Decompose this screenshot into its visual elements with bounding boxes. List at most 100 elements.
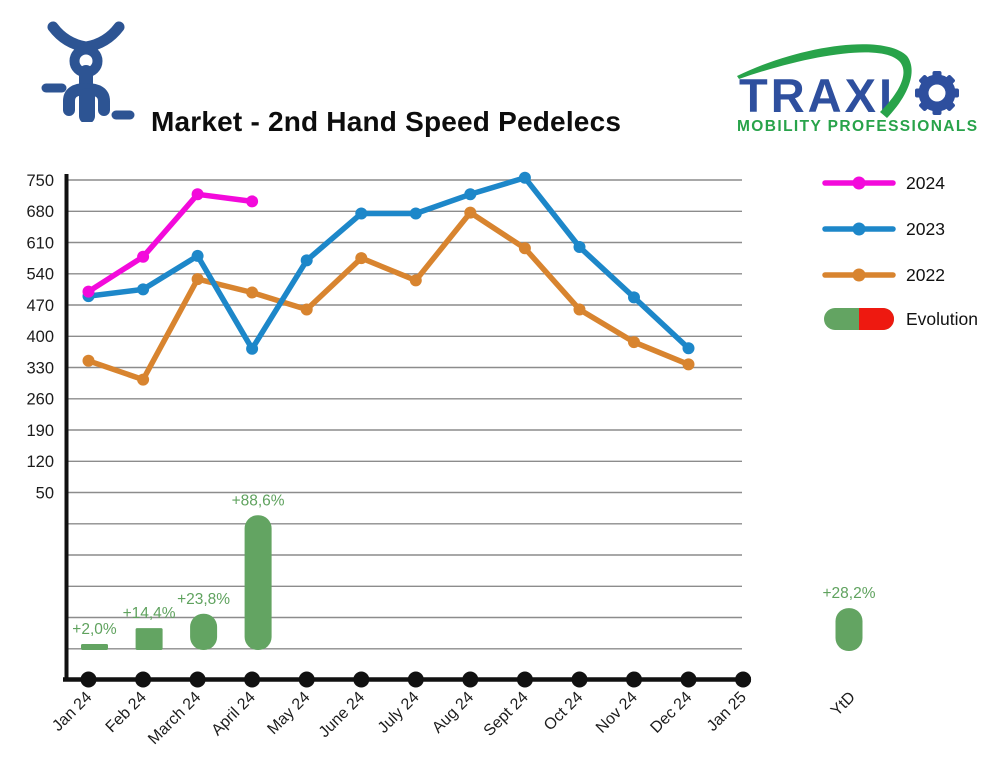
data-point <box>355 252 368 265</box>
legend-swatch-2 <box>822 262 896 288</box>
data-point <box>518 242 531 255</box>
legend-item-2023: 2023 <box>822 216 945 242</box>
x-axis-dot <box>571 671 588 688</box>
x-tick-label: Sept 24 <box>481 689 532 740</box>
gear-icon <box>915 71 959 115</box>
legend-item-evolution: Evolution <box>822 306 978 332</box>
x-axis-dot <box>353 671 370 688</box>
traxio-brand-text: TRAXI <box>739 69 895 122</box>
series-line-2024 <box>82 188 259 298</box>
page-title: Market - 2nd Hand Speed Pedelecs <box>151 106 622 137</box>
data-point <box>409 207 422 220</box>
x-tick-label: April 24 <box>209 689 259 739</box>
x-axis-dot <box>189 671 206 688</box>
swoosh-shape <box>737 44 912 118</box>
legend-label: Evolution <box>906 308 978 329</box>
x-axis-dot <box>626 671 642 688</box>
data-point <box>573 241 586 253</box>
legend-label: 2022 <box>906 264 945 285</box>
data-point <box>137 373 150 386</box>
series-path <box>85 209 692 383</box>
data-point <box>464 188 477 201</box>
evolution-bars: +2,0% +14,4%+23,8% +88,6% <box>72 492 285 650</box>
line-swatch <box>822 222 896 236</box>
x-tick-label: March 24 <box>145 689 204 748</box>
line-swatch <box>822 268 896 282</box>
evolution-bar-label: +23,8% <box>177 591 230 608</box>
data-point <box>628 336 640 349</box>
x-tick-label: June 24 <box>316 689 368 741</box>
data-point <box>191 273 204 286</box>
moped-icon <box>41 21 135 122</box>
line-swatch <box>822 176 896 190</box>
evolution-bar <box>81 644 108 650</box>
evolution-bar <box>135 628 163 650</box>
series-line-2023 <box>82 171 695 355</box>
x-tick-label: July 24 <box>375 689 423 737</box>
x-axis-dot <box>735 671 752 688</box>
x-tick-label: May 24 <box>264 689 313 738</box>
x-axis-dot <box>298 671 315 688</box>
series-path <box>85 175 692 352</box>
data-point <box>464 206 477 219</box>
y-tick-label: 260 <box>26 391 54 409</box>
legend-swatch-1 <box>822 216 896 242</box>
data-point <box>628 291 640 304</box>
series-line-2022 <box>82 206 695 386</box>
x-axis-dot <box>244 671 261 688</box>
data-point <box>573 303 586 316</box>
data-point <box>246 286 259 299</box>
evolution-pill-swatch <box>824 308 894 330</box>
y-tick-label: 120 <box>26 453 54 471</box>
data-point <box>518 171 531 184</box>
y-tick-label: 50 <box>36 484 54 502</box>
evolution-bar <box>244 515 272 650</box>
data-point <box>300 303 313 316</box>
x-tick-label: Nov 24 <box>593 689 641 737</box>
ytd-axis-label: YtD <box>828 689 859 720</box>
x-axis-dot <box>135 671 152 688</box>
data-point <box>300 254 313 267</box>
ytd-value-label: +28,2% <box>822 585 875 602</box>
y-tick-label: 400 <box>26 328 54 346</box>
evolution-bar-label: +14,4% <box>123 605 176 622</box>
x-tick-label: Feb 24 <box>103 689 150 736</box>
x-tick-label: Aug 24 <box>429 689 477 737</box>
x-axis-dot <box>680 671 697 688</box>
y-tick-label: 750 <box>26 172 54 190</box>
y-tick-label: 540 <box>26 266 54 284</box>
y-tick-label: 190 <box>26 422 54 440</box>
data-point <box>137 283 150 296</box>
x-axis-dot <box>516 671 533 688</box>
data-point <box>82 285 95 298</box>
y-tick-label: 330 <box>26 359 54 377</box>
ytd-bar <box>835 608 863 651</box>
y-tick-label: 610 <box>26 234 54 252</box>
x-tick-label: Oct 24 <box>541 689 586 734</box>
data-point <box>191 249 204 262</box>
y-axis-labels: 750 680 610 540 470 400 330 260 190 120 50 <box>26 172 54 502</box>
data-point <box>82 354 95 367</box>
data-point <box>137 250 150 263</box>
legend-swatch-3 <box>822 306 896 332</box>
x-axis-dot <box>407 671 424 688</box>
legend-item-2024: 2024 <box>822 170 945 196</box>
y-tick-label: 680 <box>26 203 54 221</box>
x-axis-dot <box>80 671 97 688</box>
evolution-bar <box>190 613 218 650</box>
legend-item-2022: 2022 <box>822 262 945 288</box>
x-axis-dot <box>462 671 479 688</box>
data-point <box>191 188 204 201</box>
evolution-bar-label: +2,0% <box>72 621 117 638</box>
x-tick-label: Dec 24 <box>647 689 695 737</box>
data-point <box>682 342 695 355</box>
data-point <box>246 195 259 208</box>
data-point <box>682 358 695 371</box>
data-point <box>355 207 368 220</box>
x-tick-label: Jan 24 <box>49 689 95 735</box>
legend-swatch-0 <box>822 170 896 196</box>
series-path <box>85 191 255 295</box>
legend-label: 2024 <box>906 172 945 193</box>
front-wheel-shape <box>79 88 95 122</box>
